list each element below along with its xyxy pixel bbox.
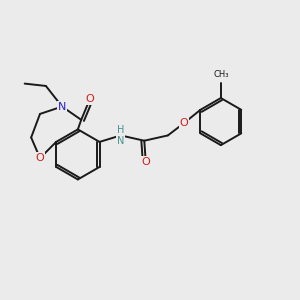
Text: O: O [36, 153, 44, 163]
Text: N: N [58, 102, 66, 112]
Text: CH₃: CH₃ [213, 70, 229, 79]
Text: O: O [86, 94, 94, 103]
Text: O: O [180, 118, 188, 128]
Text: H
N: H N [117, 124, 124, 146]
Text: O: O [141, 157, 150, 167]
